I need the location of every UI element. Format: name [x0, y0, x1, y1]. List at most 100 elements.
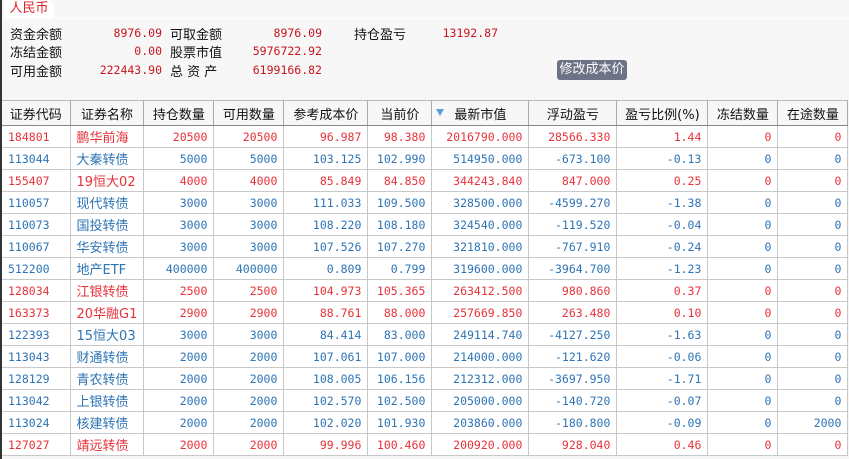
cell-available-qty: 3000	[213, 213, 285, 236]
cell-current-price: 102.500	[367, 389, 433, 412]
cell-in-transit-qty: 0	[777, 257, 849, 280]
column-header-frozen-qty[interactable]: 冻结数量	[707, 100, 779, 126]
column-header-name[interactable]: 证券名称	[70, 100, 145, 126]
cell-current-price: 101.930	[367, 411, 433, 434]
cell-market-value: 257669.850	[431, 301, 530, 324]
column-header-label: 证券名称	[80, 107, 133, 123]
cell-code: 110067	[2, 235, 71, 258]
cell-available-qty: 3000	[213, 191, 285, 214]
table-row[interactable]: 113044 大秦转债 5000 5000 103.125 102.990 514950.0…	[2, 147, 849, 170]
cell-floating-pnl: -673.100	[528, 147, 618, 170]
table-row[interactable]: 128129 青农转债 2000 2000 108.005 106.156 212312.0…	[2, 367, 849, 390]
cell-frozen-qty: 0	[707, 323, 779, 346]
cell-market-value: 214000.000	[431, 345, 530, 368]
column-header-available-qty[interactable]: 可用数量	[213, 100, 285, 126]
column-header-label: 持仓数量	[152, 107, 205, 123]
cell-code: 110073	[2, 213, 71, 236]
column-header-code[interactable]: 证券代码	[2, 100, 71, 126]
column-header-label: 冻结数量	[716, 107, 769, 123]
column-header-label: 证券代码	[9, 107, 62, 123]
table-row[interactable]: 128034 江银转债 2500 2500 104.973 105.365 263412.5…	[2, 279, 849, 302]
cell-current-price: 88.000	[367, 301, 433, 324]
cell-code: 127027	[2, 433, 71, 456]
cell-in-transit-qty: 0	[777, 169, 849, 192]
cell-market-value: 328500.000	[431, 191, 530, 214]
cell-floating-pnl: -119.520	[528, 213, 618, 236]
label-withdrawable: 可取金额	[170, 28, 223, 43]
cell-pnl-ratio: 0.25	[616, 169, 709, 192]
cell-name: 大秦转债	[70, 147, 145, 170]
cell-available-qty: 3000	[213, 323, 285, 346]
cell-in-transit-qty: 0	[777, 191, 849, 214]
cell-name: 上银转债	[70, 389, 145, 412]
cell-market-value: 514950.000	[431, 147, 530, 170]
column-header-holding-qty[interactable]: 持仓数量	[143, 100, 215, 126]
label-position-pnl: 持仓盈亏	[354, 28, 407, 43]
cell-floating-pnl: -767.910	[528, 235, 618, 258]
table-row[interactable]: 110067 华安转债 3000 3000 107.526 107.270 321810.0…	[2, 235, 849, 258]
column-header-floating-pnl[interactable]: 浮动盈亏	[528, 100, 618, 126]
cell-floating-pnl: 928.040	[528, 433, 618, 456]
column-header-market-value[interactable]: 最新市值	[431, 100, 530, 126]
table-row[interactable]: 110057 现代转债 3000 3000 111.033 109.500 328500.0…	[2, 191, 849, 214]
cell-frozen-qty: 0	[707, 191, 779, 214]
cell-frozen-qty: 0	[707, 279, 779, 302]
cell-holding-qty: 2500	[143, 279, 215, 302]
column-header-cost-price[interactable]: 参考成本价	[283, 100, 369, 126]
cell-current-price: 84.850	[367, 169, 433, 192]
column-header-current-price[interactable]: 当前价	[367, 100, 433, 126]
cell-holding-qty: 5000	[143, 147, 215, 170]
cell-name: 靖远转债	[70, 433, 145, 456]
cell-in-transit-qty: 0	[777, 323, 849, 346]
table-row[interactable]: 113042 上银转债 2000 2000 102.570 102.500 205000.0…	[2, 389, 849, 412]
cell-name: 地产ETF	[70, 257, 145, 280]
cell-frozen-qty: 0	[707, 169, 779, 192]
cell-market-value: 324540.000	[431, 213, 530, 236]
cell-floating-pnl: -121.620	[528, 345, 618, 368]
table-row[interactable]: 127027 靖远转债 2000 2000 99.996 100.460 200920.00…	[2, 433, 849, 456]
tab-rmb[interactable]: 人民币	[4, 0, 54, 18]
cell-name: 15恒大03	[70, 323, 145, 346]
label-frozen: 冻结金额	[10, 46, 63, 61]
cell-name: 核建转债	[70, 411, 145, 434]
table-row[interactable]: 122393 15恒大03 3000 3000 84.414 83.000 249114.7…	[2, 323, 849, 346]
cell-frozen-qty: 0	[707, 345, 779, 368]
cell-cost-price: 85.849	[283, 169, 369, 192]
cell-cost-price: 102.020	[283, 411, 369, 434]
cell-holding-qty: 2000	[143, 367, 215, 390]
cell-code: 113044	[2, 147, 71, 170]
column-header-label: 盈亏比例(%)	[625, 107, 700, 123]
cell-available-qty: 2000	[213, 367, 285, 390]
table-row[interactable]: 113043 财通转债 2000 2000 107.061 107.000 214000.0…	[2, 345, 849, 368]
positions-table: 证券代码 证券名称 持仓数量 可用数量 参考成本价 当前价 最新市值 浮动盈亏 盈亏比例(%) 冻…	[2, 100, 849, 456]
cell-cost-price: 111.033	[283, 191, 369, 214]
table-row[interactable]: 184801 鹏华前海 20500 20500 96.987 98.380 2016790.…	[2, 125, 849, 148]
cell-floating-pnl: 263.480	[528, 301, 618, 324]
cell-in-transit-qty: 0	[777, 235, 849, 258]
cell-current-price: 102.990	[367, 147, 433, 170]
cell-code: 128034	[2, 279, 71, 302]
table-row[interactable]: 163373 20华融G1 2900 2900 88.761 88.000 257669.8…	[2, 301, 849, 324]
cell-holding-qty: 2900	[143, 301, 215, 324]
cell-frozen-qty: 0	[707, 213, 779, 236]
cell-cost-price: 84.414	[283, 323, 369, 346]
cell-cost-price: 99.996	[283, 433, 369, 456]
cell-pnl-ratio: -0.13	[616, 147, 709, 170]
cell-frozen-qty: 0	[707, 367, 779, 390]
column-header-pnl-ratio[interactable]: 盈亏比例(%)	[616, 100, 709, 126]
edit-cost-price-button[interactable]: 修改成本价	[557, 60, 627, 80]
cell-available-qty: 2000	[213, 389, 285, 412]
table-row[interactable]: 113024 核建转债 2000 2000 102.020 101.930 203860.0…	[2, 411, 849, 434]
cell-cost-price: 102.570	[283, 389, 369, 412]
cell-pnl-ratio: -1.63	[616, 323, 709, 346]
table-row[interactable]: 512200 地产ETF 400000 400000 0.809 0.799 319600.…	[2, 257, 849, 280]
value-stock-value: 5976722.92	[252, 44, 322, 58]
table-row[interactable]: 110073 国投转债 3000 3000 108.220 108.180 324540.0…	[2, 213, 849, 236]
cell-current-price: 0.799	[367, 257, 433, 280]
column-header-in-transit-qty[interactable]: 在途数量	[777, 100, 849, 126]
column-header-label: 最新市值	[454, 107, 507, 123]
cell-in-transit-qty: 0	[777, 147, 849, 170]
table-row[interactable]: 155407 19恒大02 4000 4000 85.849 84.850 344243.8…	[2, 169, 849, 192]
cell-floating-pnl: -3964.700	[528, 257, 618, 280]
cell-name: 财通转债	[70, 345, 145, 368]
